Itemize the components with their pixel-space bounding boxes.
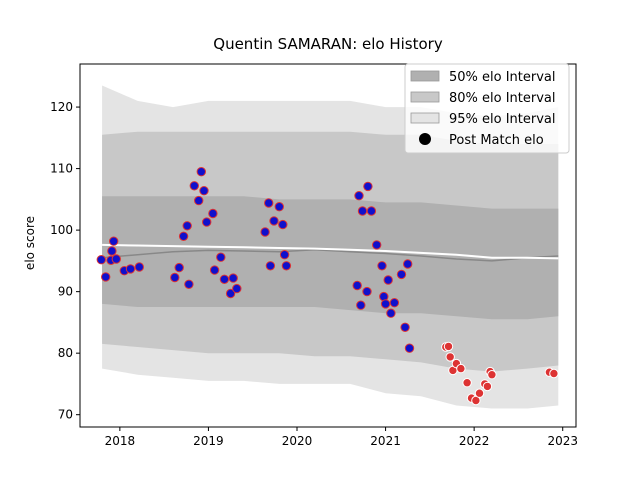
- x-tick-label: 2019: [193, 434, 224, 448]
- data-point: [377, 261, 387, 271]
- data-point: [352, 280, 362, 291]
- data-point: [125, 264, 136, 274]
- data-point: [279, 250, 290, 260]
- axes-frame: [79, 63, 577, 428]
- x-tick-label: 2022: [459, 434, 490, 448]
- x-tick-label: 2021: [370, 434, 401, 448]
- data-point: [134, 262, 145, 272]
- white-elo-line: [102, 243, 559, 260]
- legend-swatch: [410, 70, 440, 82]
- y-tick-label: 90: [58, 285, 73, 299]
- legend-label: 80% elo Interval: [449, 91, 556, 106]
- y-tick-label: 80: [58, 346, 73, 360]
- y-tick-label: 70: [58, 408, 73, 422]
- data-point: [487, 370, 497, 380]
- data-point: [357, 206, 368, 216]
- data-point: [182, 221, 192, 231]
- data-point: [209, 265, 220, 275]
- data-point: [462, 378, 472, 388]
- x-tick-label: 2020: [282, 434, 313, 448]
- legend-swatch: [410, 91, 440, 103]
- data-point: [260, 227, 270, 237]
- data-point: [482, 381, 493, 392]
- data-point: [278, 219, 288, 230]
- band-50: [102, 196, 559, 320]
- data-point: [274, 202, 284, 212]
- data-point: [232, 283, 242, 294]
- data-point: [107, 246, 117, 256]
- y-tick-label: 110: [50, 162, 73, 176]
- y-tick-label: 120: [50, 100, 73, 114]
- y-axis-label: elo score: [23, 216, 37, 270]
- data-point: [366, 206, 377, 216]
- data-point: [356, 300, 366, 310]
- legend-box: [404, 63, 570, 154]
- data-point: [363, 181, 373, 192]
- data-point: [216, 252, 226, 262]
- data-point: [269, 216, 279, 226]
- data-point: [380, 299, 391, 309]
- data-point: [456, 363, 466, 374]
- data-point: [549, 368, 559, 379]
- x-tick-label: 2018: [105, 434, 136, 448]
- plot-area: [96, 85, 559, 409]
- legend-label: 50% elo Interval: [449, 70, 556, 85]
- data-point: [474, 388, 485, 398]
- data-point: [265, 261, 276, 271]
- data-point: [383, 275, 393, 285]
- data-point: [96, 255, 107, 265]
- data-point: [264, 198, 274, 208]
- data-point: [199, 186, 209, 196]
- data-point: [404, 343, 415, 353]
- data-point: [101, 272, 111, 282]
- data-point: [389, 298, 400, 308]
- data-point: [281, 261, 292, 271]
- legend-label: Post Match elo: [449, 133, 544, 148]
- legend: 50% elo Interval 80% elo Interval 95% elo …: [404, 63, 570, 154]
- data-point: [208, 208, 218, 219]
- data-point: [178, 231, 189, 242]
- axes: 2018 2019 2020 2021 2022 2023 70 80 90 100 110 120: [50, 63, 578, 448]
- data-point: [189, 181, 200, 191]
- data-point: [194, 195, 204, 206]
- data-point: [396, 269, 407, 280]
- mean-elo-line: [102, 249, 559, 262]
- data-point: [111, 254, 122, 264]
- data-point: [184, 279, 194, 289]
- data-point: [109, 236, 119, 246]
- data-point: [445, 352, 455, 362]
- data-point: [196, 167, 207, 177]
- data-point: [174, 262, 184, 273]
- data-point: [400, 322, 410, 332]
- data-point: [386, 308, 396, 318]
- y-tick-label: 100: [50, 223, 73, 237]
- chart-title: Quentin SAMARAN: elo History: [213, 35, 443, 53]
- data-point: [372, 240, 382, 250]
- legend-marker: [419, 133, 431, 145]
- legend-swatch: [410, 112, 440, 124]
- data-point: [228, 273, 238, 283]
- data-point: [202, 217, 212, 227]
- data-point: [403, 259, 413, 269]
- data-point: [362, 286, 372, 297]
- data-point: [443, 341, 454, 352]
- data-point: [225, 288, 236, 299]
- legend-label: 95% elo Interval: [449, 112, 556, 127]
- data-point: [219, 274, 230, 284]
- data-point: [170, 272, 180, 283]
- data-point: [471, 395, 481, 406]
- data-point: [354, 191, 364, 201]
- x-tick-label: 2023: [547, 434, 578, 448]
